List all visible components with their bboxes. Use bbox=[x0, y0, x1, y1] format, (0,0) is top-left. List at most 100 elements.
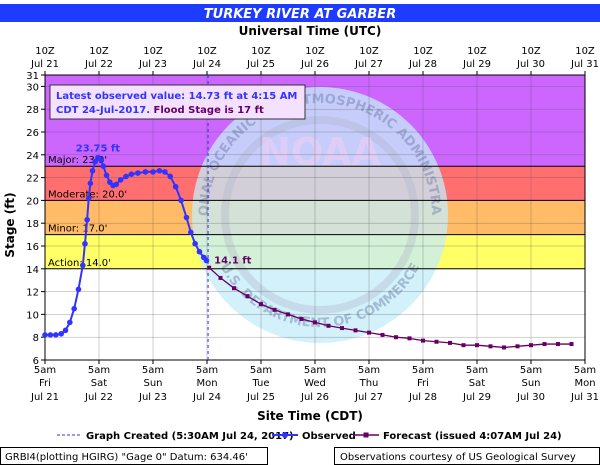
legend-forecast-marker bbox=[363, 432, 369, 438]
observed-point bbox=[196, 248, 203, 255]
bottom-tick-time: 5am bbox=[466, 365, 488, 376]
flood-category-labels: Major: 23.0' Moderate: 20.0' Minor: 17.0' A… bbox=[48, 155, 127, 269]
bottom-tick-date: Jul 22 bbox=[84, 392, 113, 403]
observed-point bbox=[123, 173, 129, 180]
forecast-point bbox=[515, 344, 520, 349]
top-tick-time: 10Z bbox=[305, 46, 325, 57]
bottom-tick-day: Wed bbox=[304, 378, 326, 389]
observed-point bbox=[92, 158, 99, 165]
top-axis-title: Universal Time (UTC) bbox=[239, 24, 382, 38]
forecast-point bbox=[259, 302, 263, 307]
forecast-point bbox=[353, 328, 358, 333]
y-tick-label: 20 bbox=[26, 196, 39, 207]
forecast-point bbox=[218, 275, 223, 280]
info-box-line2: CDT 24-Jul-2017. Flood Stage is 17 ft bbox=[56, 105, 264, 116]
legend-observed: Observed bbox=[302, 431, 356, 442]
flood-category-label: Moderate: 20.0' bbox=[48, 189, 127, 200]
forecast-point bbox=[207, 265, 212, 270]
forecast-point bbox=[542, 342, 547, 347]
top-tick-date: Jul 25 bbox=[246, 59, 275, 70]
info-box bbox=[49, 84, 306, 120]
observed-point bbox=[150, 169, 156, 175]
bottom-tick-time: 5am bbox=[250, 365, 272, 376]
series-lines bbox=[42, 75, 574, 360]
top-tick-time: 10Z bbox=[521, 46, 541, 57]
flood-category-label: Action: 14.0' bbox=[48, 258, 111, 269]
observed-point bbox=[53, 332, 59, 338]
y-tick-label: 24 bbox=[26, 151, 39, 162]
bottom-tick-time: 5am bbox=[520, 365, 542, 376]
observed-point bbox=[100, 163, 107, 169]
observed-point bbox=[117, 177, 124, 183]
legend-forecast: Forecast (issued 4:07AM Jul 24) bbox=[383, 431, 562, 442]
bottom-tick-time: 5am bbox=[412, 365, 434, 376]
bottom-tick-time: 5am bbox=[358, 365, 380, 376]
title-banner bbox=[0, 4, 600, 22]
forecast-point bbox=[299, 316, 304, 321]
top-tick-date: Jul 27 bbox=[354, 59, 383, 70]
annotations: 23.75 ft 14.1 ft Latest observed value: 14… bbox=[49, 84, 306, 267]
forecast-point bbox=[461, 343, 466, 348]
bottom-tick-day: Fri bbox=[39, 378, 51, 389]
observed-point bbox=[82, 240, 88, 247]
observed-point bbox=[113, 181, 120, 188]
y-axis-label: Stage (ft) bbox=[3, 192, 17, 257]
top-tick-date: Jul 28 bbox=[408, 59, 437, 70]
y-tick-label: 12 bbox=[26, 288, 39, 299]
forecast-point bbox=[475, 343, 479, 348]
bottom-tick-date: Jul 23 bbox=[138, 392, 167, 403]
observed-point bbox=[47, 332, 54, 338]
forecast-point bbox=[569, 342, 574, 347]
y-tick-label: 28 bbox=[26, 105, 39, 116]
forecast-point bbox=[529, 343, 533, 348]
bottom-tick-date: Jul 21 bbox=[30, 392, 59, 403]
top-tick-time: 10Z bbox=[467, 46, 487, 57]
observed-point bbox=[142, 169, 149, 175]
forecast-point bbox=[448, 340, 452, 345]
forecast-line bbox=[208, 267, 572, 349]
bottom-tick-day: Sun bbox=[521, 378, 540, 389]
bottom-tick-date: Jul 28 bbox=[408, 392, 437, 403]
forecast-point bbox=[232, 286, 236, 291]
observed-point bbox=[58, 330, 64, 337]
bottom-tick-time: 5am bbox=[574, 365, 596, 376]
y-tick-label: 14 bbox=[26, 265, 39, 276]
y-tick-label: 8 bbox=[33, 333, 39, 344]
bottom-tick-date: Jul 31 bbox=[570, 392, 599, 403]
observed-point bbox=[87, 180, 94, 187]
observed-point bbox=[188, 229, 194, 236]
bottom-tick-day: Tue bbox=[251, 378, 269, 389]
observed-point bbox=[203, 257, 210, 264]
observed-point bbox=[67, 319, 73, 326]
observed-point bbox=[71, 305, 77, 312]
observed-point bbox=[156, 167, 163, 174]
observed-point bbox=[178, 197, 184, 204]
bottom-tick-time: 5am bbox=[34, 365, 56, 376]
forecast-point bbox=[380, 332, 385, 337]
y-tick-label: 6 bbox=[33, 356, 39, 367]
top-tick-time: 10Z bbox=[197, 46, 217, 57]
bottom-tick-day: Fri bbox=[417, 378, 429, 389]
bottom-tick-date: Jul 24 bbox=[192, 392, 221, 403]
footer-datum: GRBI4(plotting HGIRG) "Gage 0" Datum: 63… bbox=[5, 452, 248, 463]
observed-point bbox=[85, 195, 92, 201]
legend-graph-created: Graph Created (5:30AM Jul 24, 2017) bbox=[86, 431, 294, 442]
bottom-tick-time: 5am bbox=[304, 365, 326, 376]
legend-observed-marker bbox=[282, 432, 288, 438]
bottom-tick-date: Jul 29 bbox=[462, 392, 491, 403]
bottom-tick-date: Jul 27 bbox=[354, 392, 383, 403]
forecast-point bbox=[313, 320, 317, 325]
bottom-tick-time: 5am bbox=[196, 365, 218, 376]
forecast-point bbox=[286, 312, 290, 317]
forecast-point bbox=[502, 345, 506, 350]
forecast-start-label: 14.1 ft bbox=[214, 256, 252, 267]
y-tick-label: 16 bbox=[26, 242, 39, 253]
x-axis-label: Site Time (CDT) bbox=[257, 409, 363, 423]
top-tick-time: 10Z bbox=[413, 46, 433, 57]
top-tick-date: Jul 21 bbox=[30, 59, 59, 70]
top-tick-date: Jul 30 bbox=[516, 59, 545, 70]
observed-point bbox=[135, 170, 141, 176]
flood-category-label: Major: 23.0' bbox=[48, 155, 107, 166]
footer-credit: Observations courtesy of US Geological S… bbox=[340, 452, 576, 463]
observed-point bbox=[103, 172, 110, 179]
